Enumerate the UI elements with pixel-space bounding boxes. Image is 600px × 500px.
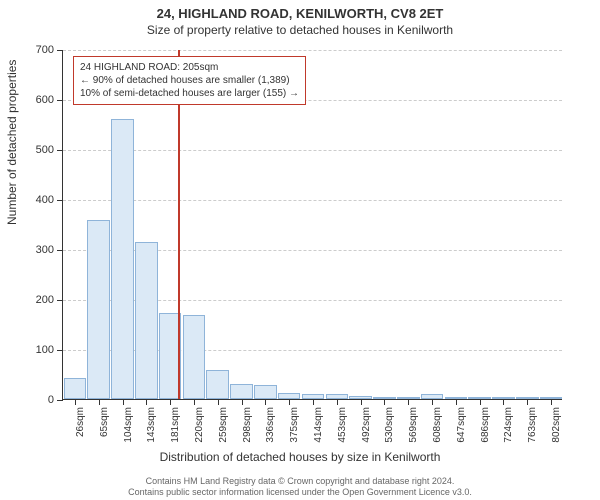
histogram-bar	[540, 397, 563, 400]
histogram-bar	[278, 393, 301, 399]
x-tick-label: 763sqm	[527, 407, 538, 443]
x-tick	[337, 399, 338, 405]
x-tick	[503, 399, 504, 405]
y-tick-label: 500	[36, 144, 63, 156]
x-tick-label: 414sqm	[313, 407, 324, 443]
annotation-line: ← 90% of detached houses are smaller (1,…	[80, 74, 299, 87]
x-tick-label: 143sqm	[146, 407, 157, 443]
x-tick	[123, 399, 124, 405]
x-tick	[408, 399, 409, 405]
x-tick-label: 298sqm	[242, 407, 253, 443]
histogram-bar	[421, 394, 444, 399]
x-tick	[218, 399, 219, 405]
histogram-bar	[302, 394, 325, 399]
x-tick	[242, 399, 243, 405]
x-tick-label: 647sqm	[456, 407, 467, 443]
histogram-bar	[373, 397, 396, 399]
annotation-box: 24 HIGHLAND ROAD: 205sqm ← 90% of detach…	[73, 56, 306, 105]
histogram-bar	[87, 220, 110, 399]
x-tick	[194, 399, 195, 405]
x-tick-label: 181sqm	[170, 407, 181, 443]
footer-line-2: Contains public sector information licen…	[0, 487, 600, 498]
chart-container: 24, HIGHLAND ROAD, KENILWORTH, CV8 2ET S…	[0, 0, 600, 500]
x-tick-label: 26sqm	[75, 407, 86, 437]
x-tick-label: 453sqm	[337, 407, 348, 443]
x-tick-label: 569sqm	[408, 407, 419, 443]
histogram-bar	[64, 378, 87, 399]
histogram-bar	[468, 397, 491, 399]
x-tick	[146, 399, 147, 405]
x-tick	[527, 399, 528, 405]
x-tick	[361, 399, 362, 405]
grid-line	[63, 200, 562, 201]
histogram-bar	[492, 397, 515, 399]
x-tick	[289, 399, 290, 405]
histogram-bar	[135, 242, 158, 400]
x-tick	[480, 399, 481, 405]
y-axis-title: Number of detached properties	[5, 60, 19, 225]
chart-title-sub: Size of property relative to detached ho…	[0, 21, 600, 37]
x-tick	[75, 399, 76, 405]
y-tick-label: 700	[36, 44, 63, 56]
histogram-bar	[230, 384, 253, 399]
x-tick-label: 686sqm	[480, 407, 491, 443]
x-axis-title: Distribution of detached houses by size …	[0, 450, 600, 464]
annotation-line: 24 HIGHLAND ROAD: 205sqm	[80, 61, 299, 74]
histogram-bar	[254, 385, 277, 399]
y-tick-label: 0	[48, 394, 63, 406]
x-tick-label: 375sqm	[289, 407, 300, 443]
histogram-bar	[206, 370, 229, 399]
x-tick-label: 336sqm	[265, 407, 276, 443]
x-tick	[432, 399, 433, 405]
plot-area: 24 HIGHLAND ROAD: 205sqm ← 90% of detach…	[62, 50, 562, 400]
chart-title-main: 24, HIGHLAND ROAD, KENILWORTH, CV8 2ET	[0, 0, 600, 21]
x-tick-label: 104sqm	[123, 407, 134, 443]
histogram-bar	[445, 397, 468, 399]
histogram-bar	[183, 315, 206, 399]
footer: Contains HM Land Registry data © Crown c…	[0, 476, 600, 499]
grid-line	[63, 50, 562, 51]
x-tick-label: 608sqm	[432, 407, 443, 443]
y-tick-label: 200	[36, 294, 63, 306]
histogram-bar	[516, 397, 539, 399]
x-tick	[99, 399, 100, 405]
annotation-line: 10% of semi-detached houses are larger (…	[80, 87, 299, 100]
y-tick-label: 300	[36, 244, 63, 256]
footer-line-1: Contains HM Land Registry data © Crown c…	[0, 476, 600, 487]
x-tick-label: 492sqm	[361, 407, 372, 443]
y-tick-label: 600	[36, 94, 63, 106]
histogram-bar	[397, 397, 420, 399]
x-tick	[551, 399, 552, 405]
x-tick	[313, 399, 314, 405]
histogram-bar	[349, 396, 372, 399]
x-tick-label: 802sqm	[551, 407, 562, 443]
y-tick-label: 400	[36, 194, 63, 206]
x-tick-label: 259sqm	[218, 407, 229, 443]
histogram-bar	[111, 119, 134, 399]
x-tick-label: 220sqm	[194, 407, 205, 443]
x-tick-label: 530sqm	[384, 407, 395, 443]
x-tick	[384, 399, 385, 405]
x-tick-label: 65sqm	[99, 407, 110, 437]
x-tick-label: 724sqm	[503, 407, 514, 443]
histogram-bar	[326, 394, 349, 399]
x-tick	[265, 399, 266, 405]
y-tick-label: 100	[36, 344, 63, 356]
grid-line	[63, 150, 562, 151]
x-tick	[170, 399, 171, 405]
x-tick	[456, 399, 457, 405]
